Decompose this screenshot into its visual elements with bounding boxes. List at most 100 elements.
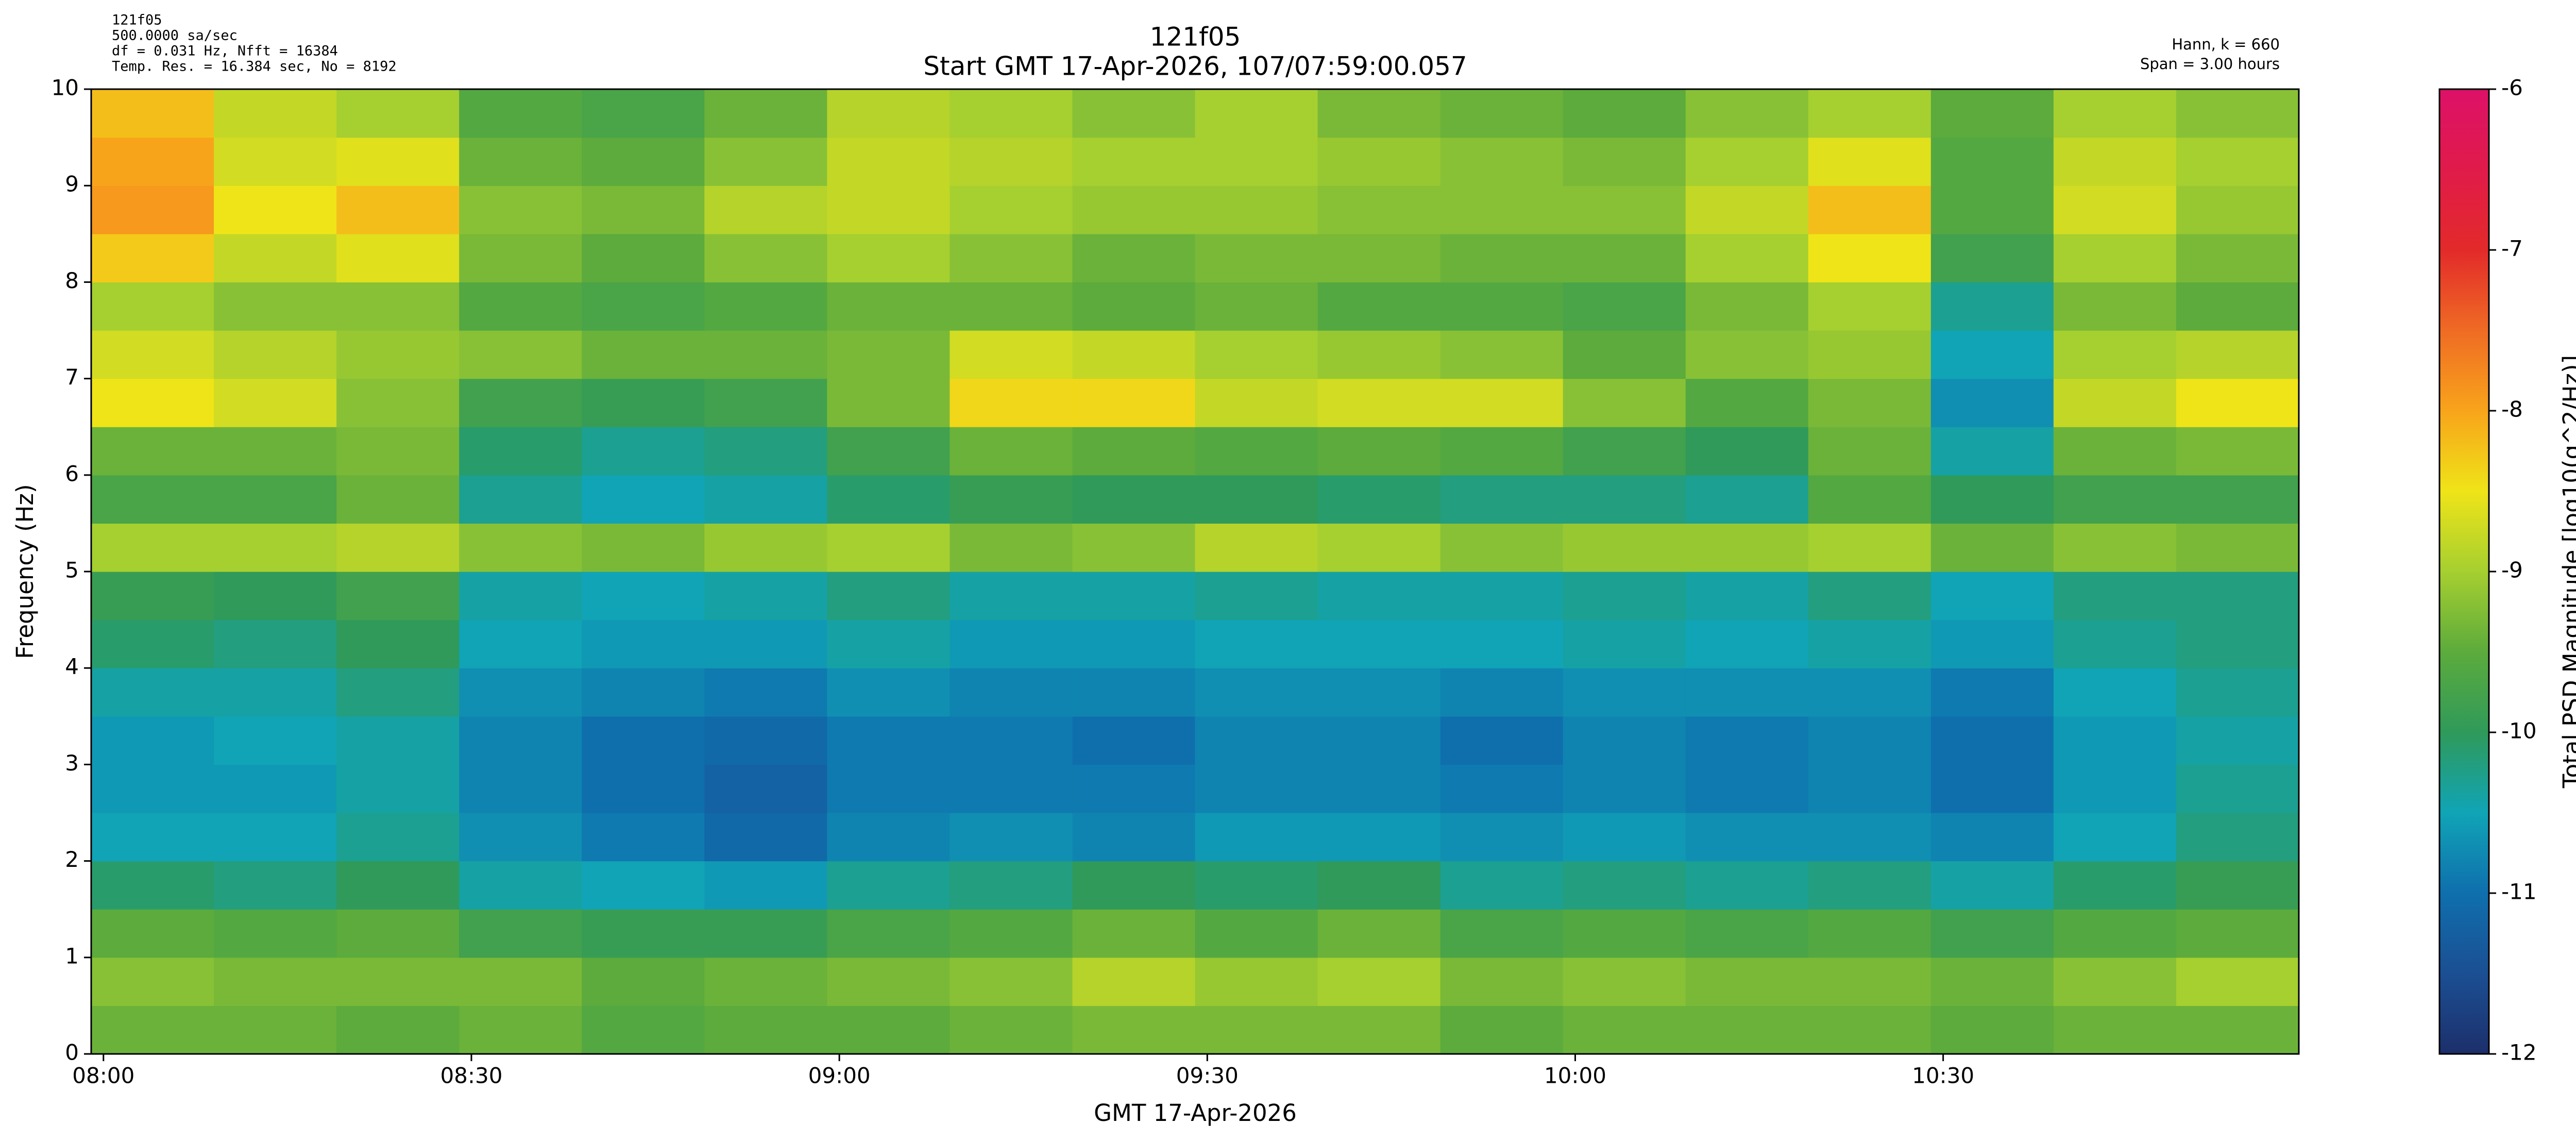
- heatmap-cell: [1930, 813, 2054, 862]
- heatmap-cell: [1440, 764, 1564, 813]
- heatmap-cell: [1317, 89, 1441, 138]
- heatmap-cell: [459, 764, 582, 813]
- heatmap-cell: [336, 909, 460, 958]
- heatmap-cell: [1563, 427, 1686, 476]
- x-tick-label: 09:30: [1176, 1063, 1239, 1088]
- heatmap-cell: [1808, 619, 1931, 668]
- heatmap-cell: [827, 813, 950, 862]
- heatmap-cell: [1440, 572, 1564, 621]
- heatmap-cell: [950, 475, 1073, 524]
- heatmap-cell: [582, 716, 705, 765]
- heatmap-cell: [582, 813, 705, 862]
- heatmap-cell: [582, 475, 705, 524]
- heatmap-cell: [2176, 427, 2299, 476]
- heatmap-cell: [582, 427, 705, 476]
- heatmap-cell: [1195, 668, 1318, 717]
- heatmap-cell: [950, 668, 1073, 717]
- heatmap-cell: [1440, 233, 1564, 282]
- heatmap-cell: [1930, 330, 2054, 379]
- heatmap-cell: [704, 813, 827, 862]
- heatmap-cell: [950, 186, 1073, 234]
- heatmap-cell: [1440, 668, 1564, 717]
- heatmap-cell: [1563, 137, 1686, 186]
- heatmap-cell: [1563, 668, 1686, 717]
- heatmap-cell: [1195, 1005, 1318, 1054]
- heatmap-cell: [1195, 619, 1318, 668]
- heatmap-cell: [1440, 957, 1564, 1006]
- heatmap-cell: [1072, 427, 1196, 476]
- heatmap-cell: [91, 764, 214, 813]
- info-left: Temp. Res. = 16.384 sec, No = 8192: [112, 59, 397, 75]
- heatmap-cell: [91, 813, 214, 862]
- heatmap-cell: [2053, 186, 2177, 234]
- heatmap-cell: [1685, 1005, 1809, 1054]
- heatmap-cell: [827, 572, 950, 621]
- heatmap-cell: [1808, 282, 1931, 331]
- heatmap-cell: [214, 764, 337, 813]
- chart-title: 121f05: [1150, 22, 1241, 52]
- heatmap-cell: [1440, 186, 1564, 234]
- heatmap-cell: [1563, 813, 1686, 862]
- heatmap-cell: [1930, 186, 2054, 234]
- heatmap-cell: [1930, 1005, 2054, 1054]
- heatmap-cell: [1808, 330, 1931, 379]
- heatmap-cell: [1072, 475, 1196, 524]
- heatmap-cell: [1685, 813, 1809, 862]
- heatmap-cell: [91, 427, 214, 476]
- heatmap-cell: [2053, 89, 2177, 138]
- heatmap-cell: [1685, 572, 1809, 621]
- heatmap-cell: [950, 523, 1073, 572]
- heatmap-cell: [1072, 668, 1196, 717]
- heatmap-cell: [1563, 716, 1686, 765]
- heatmap-cell: [1808, 572, 1931, 621]
- heatmap-cell: [2053, 716, 2177, 765]
- heatmap-cell: [1317, 1005, 1441, 1054]
- heatmap-cell: [1195, 909, 1318, 958]
- heatmap-cell: [704, 330, 827, 379]
- heatmap-cell: [950, 137, 1073, 186]
- heatmap-cell: [459, 282, 582, 331]
- heatmap-cell: [1072, 330, 1196, 379]
- heatmap-cell: [582, 523, 705, 572]
- heatmap-cell: [950, 909, 1073, 958]
- heatmap-cell: [827, 282, 950, 331]
- heatmap-cell: [2176, 764, 2299, 813]
- heatmap-cell: [1072, 137, 1196, 186]
- heatmap-cell: [950, 330, 1073, 379]
- heatmap-cell: [1195, 523, 1318, 572]
- heatmap-cell: [1563, 186, 1686, 234]
- heatmap-cell: [2053, 813, 2177, 862]
- heatmap-cell: [1317, 909, 1441, 958]
- heatmap-cell: [1317, 137, 1441, 186]
- heatmap-cell: [2176, 378, 2299, 427]
- y-tick-label: 8: [65, 268, 79, 293]
- heatmap-cell: [2176, 89, 2299, 138]
- heatmap-cell: [1808, 861, 1931, 910]
- heatmap-cell: [704, 668, 827, 717]
- heatmap-cell: [704, 475, 827, 524]
- heatmap-cell: [1317, 957, 1441, 1006]
- colorbar: [2438, 88, 2490, 1055]
- heatmap-cell: [336, 233, 460, 282]
- heatmap-cell: [582, 957, 705, 1006]
- x-axis-label: GMT 17-Apr-2026: [1094, 1099, 1297, 1127]
- heatmap-cell: [1317, 668, 1441, 717]
- heatmap-cell: [1072, 282, 1196, 331]
- heatmap-cell: [950, 861, 1073, 910]
- heatmap-cell: [214, 137, 337, 186]
- heatmap-cell: [1808, 89, 1931, 138]
- heatmap-cell: [2053, 572, 2177, 621]
- heatmap-cell: [1930, 233, 2054, 282]
- heatmap-cell: [582, 909, 705, 958]
- heatmap-cell: [2176, 523, 2299, 572]
- heatmap-cell: [91, 89, 214, 138]
- heatmap-cell: [214, 475, 337, 524]
- y-axis-label: Frequency (Hz): [11, 484, 39, 659]
- heatmap-cell: [704, 764, 827, 813]
- heatmap-cell: [1440, 89, 1564, 138]
- heatmap-cell: [582, 89, 705, 138]
- colorbar-tick-label: -9: [2501, 558, 2523, 583]
- heatmap-cell: [1072, 861, 1196, 910]
